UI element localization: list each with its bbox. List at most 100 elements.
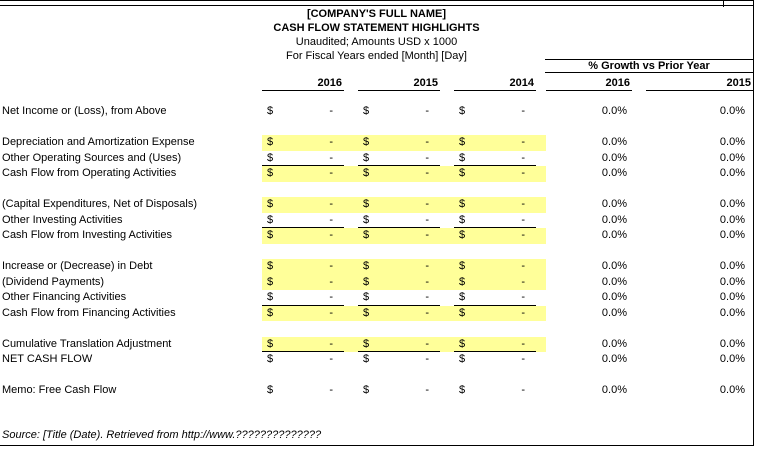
highlighted-top-row[interactable] — [0, 0, 754, 7]
row-label-cell[interactable]: Cumulative Translation Adjustment — [2, 337, 172, 350]
growth-value-cell[interactable]: 0.0% — [601, 353, 627, 365]
growth-value-cell[interactable]: 0.0% — [601, 213, 627, 226]
value-cell[interactable]: $ - — [454, 383, 536, 399]
growth-value-cell[interactable]: 0.0% — [719, 275, 745, 288]
currency-symbol: $ — [363, 275, 370, 288]
growth-value-cell[interactable]: 0.0% — [719, 337, 745, 350]
value-cell[interactable]: $ - — [262, 166, 344, 182]
value-cell[interactable]: $ - — [454, 151, 536, 166]
growth-value-cell[interactable]: 0.0% — [719, 384, 745, 396]
growth-value-cell[interactable]: 0.0% — [601, 136, 627, 148]
growth-value-cell[interactable]: 0.0% — [719, 213, 745, 226]
table-row: Cumulative Translation Adjustment $ - $ - $ - 0… — [0, 336, 753, 352]
growth-value-cell[interactable]: 0.0% — [601, 151, 627, 164]
year-column-header[interactable]: 2015 — [358, 75, 440, 91]
value-cell[interactable]: $ - — [358, 228, 440, 244]
value-cell[interactable]: $ - — [358, 336, 440, 352]
growth-value-cell[interactable]: 0.0% — [719, 306, 745, 319]
currency-symbol: $ — [363, 260, 370, 272]
value-cell[interactable]: $ - — [262, 151, 344, 166]
value-cell[interactable]: $ - — [262, 383, 344, 399]
year-column-header[interactable]: 2014 — [454, 75, 536, 91]
growth-value-cell[interactable]: 0.0% — [601, 229, 627, 241]
value-cell[interactable]: $ - — [262, 104, 344, 120]
value-cell[interactable]: $ - — [262, 352, 344, 368]
value-dash: - — [329, 275, 333, 288]
value-cell[interactable]: $ - — [454, 352, 536, 368]
growth-value-cell[interactable]: 0.0% — [719, 260, 745, 272]
value-cell[interactable]: $ - — [358, 383, 440, 399]
value-cell[interactable]: $ - — [358, 290, 440, 306]
value-cell[interactable]: $ - — [454, 305, 536, 321]
row-label-cell[interactable]: (Dividend Payments) — [2, 275, 105, 288]
row-label-cell[interactable]: Cash Flow from Financing Activities — [2, 306, 176, 319]
sheet-bottom-border — [0, 445, 754, 446]
value-cell[interactable]: $ - — [358, 274, 440, 290]
value-cell[interactable]: $ - — [454, 259, 536, 275]
value-cell[interactable]: $ - — [454, 336, 536, 352]
value-cell[interactable]: $ - — [358, 305, 440, 321]
row-label-cell[interactable]: Net Income or (Loss), from Above — [2, 105, 167, 117]
growth-value-cell[interactable]: 0.0% — [719, 167, 745, 179]
value-cell[interactable]: $ - — [454, 274, 536, 290]
value-cell[interactable]: $ - — [358, 166, 440, 182]
value-cell[interactable]: $ - — [358, 135, 440, 151]
value-cell[interactable]: $ - — [454, 135, 536, 151]
growth-value-cell[interactable]: 0.0% — [719, 136, 745, 148]
row-label-cell[interactable]: Other Investing Activities — [2, 213, 123, 226]
growth-value-cell[interactable]: 0.0% — [601, 105, 627, 117]
value-cell[interactable]: $ - — [454, 166, 536, 182]
value-cell[interactable]: $ - — [262, 135, 344, 151]
growth-year-column-header[interactable]: 2016 — [546, 75, 632, 91]
value-cell[interactable]: $ - — [358, 259, 440, 275]
value-cell[interactable]: $ - — [358, 213, 440, 228]
value-cell[interactable]: $ - — [262, 213, 344, 228]
growth-value-cell[interactable]: 0.0% — [601, 198, 627, 210]
value-cell[interactable]: $ - — [454, 228, 536, 244]
row-label-cell[interactable]: Other Operating Sources and (Uses) — [2, 151, 182, 164]
growth-value-cell[interactable]: 0.0% — [601, 260, 627, 272]
growth-value-cell[interactable]: 0.0% — [719, 105, 745, 117]
value-cell[interactable]: $ - — [262, 290, 344, 306]
growth-value-cell[interactable]: 0.0% — [719, 151, 745, 164]
growth-year-column-header[interactable]: 2015 — [646, 75, 753, 91]
growth-value-cell[interactable]: 0.0% — [719, 291, 745, 303]
value-cell[interactable]: $ - — [262, 274, 344, 290]
growth-value-cell[interactable]: 0.0% — [601, 306, 627, 319]
value-cell[interactable]: $ - — [262, 228, 344, 244]
column-gap — [536, 197, 546, 213]
row-label-cell[interactable]: Cash Flow from Investing Activities — [2, 229, 172, 241]
value-cell[interactable]: $ - — [262, 259, 344, 275]
value-cell[interactable]: $ - — [262, 197, 344, 213]
year-column-header[interactable]: 2016 — [262, 75, 344, 91]
growth-value-cell[interactable]: 0.0% — [601, 337, 627, 350]
value-cell[interactable]: $ - — [358, 197, 440, 213]
row-label-cell[interactable]: NET CASH FLOW — [2, 353, 93, 365]
row-label-cell[interactable]: Memo: Free Cash Flow — [2, 384, 117, 396]
value-cell[interactable]: $ - — [358, 104, 440, 120]
growth-value-cell[interactable]: 0.0% — [719, 229, 745, 241]
growth-value-cell[interactable]: 0.0% — [719, 198, 745, 210]
growth-value-cell[interactable]: 0.0% — [719, 353, 745, 365]
value-cell[interactable]: $ - — [454, 213, 536, 228]
row-label-cell[interactable]: (Capital Expenditures, Net of Disposals) — [2, 198, 198, 210]
value-cell[interactable]: $ - — [358, 151, 440, 166]
currency-symbol: $ — [267, 353, 274, 365]
growth-value-cell[interactable]: 0.0% — [601, 167, 627, 179]
growth-value-cell[interactable]: 0.0% — [601, 275, 627, 288]
value-cell[interactable]: $ - — [262, 336, 344, 352]
value-dash: - — [425, 151, 429, 164]
value-dash: - — [329, 306, 333, 319]
value-cell[interactable]: $ - — [262, 305, 344, 321]
value-cell[interactable]: $ - — [358, 352, 440, 368]
value-cell[interactable]: $ - — [454, 197, 536, 213]
growth-value-cell[interactable]: 0.0% — [601, 291, 627, 303]
row-label-cell[interactable]: Other Financing Activities — [2, 291, 127, 303]
row-label-cell[interactable]: Depreciation and Amortization Expense — [2, 136, 195, 148]
value-cell[interactable]: $ - — [454, 290, 536, 306]
growth-value-cell[interactable]: 0.0% — [601, 384, 627, 396]
value-cell[interactable]: $ - — [454, 104, 536, 120]
row-label-cell[interactable]: Cash Flow from Operating Activities — [2, 167, 177, 179]
column-gap — [440, 383, 454, 399]
row-label-cell[interactable]: Increase or (Decrease) in Debt — [2, 260, 153, 272]
